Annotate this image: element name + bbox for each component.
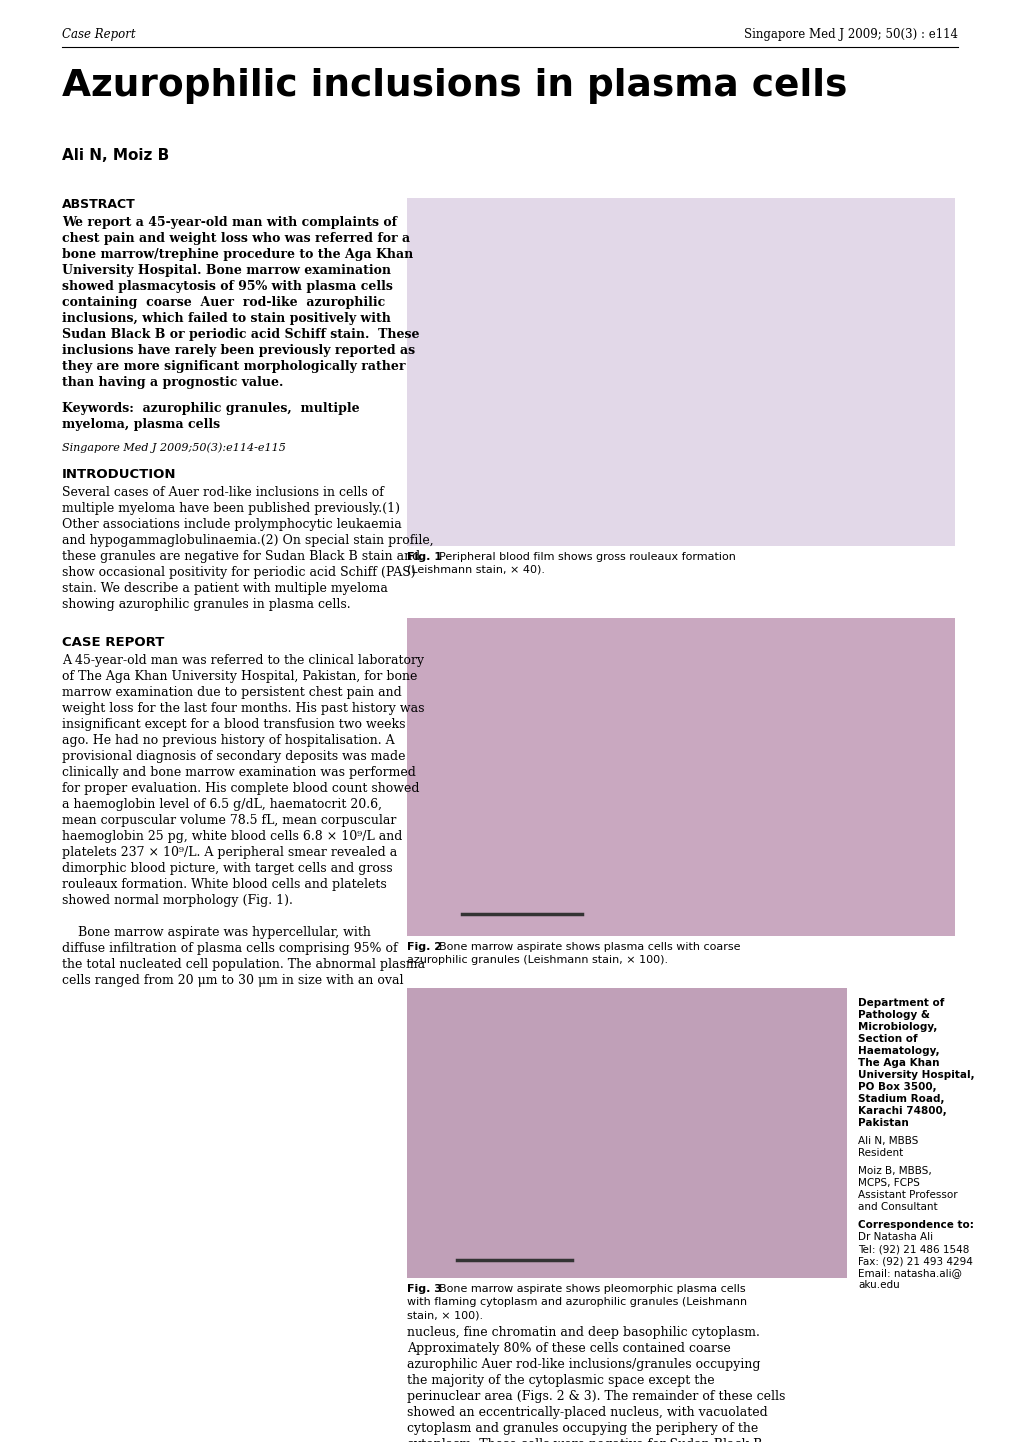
Text: (Leishmann stain, × 40).: (Leishmann stain, × 40). (407, 565, 544, 575)
Text: ago. He had no previous history of hospitalisation. A: ago. He had no previous history of hospi… (62, 734, 394, 747)
Text: Email: natasha.ali@: Email: natasha.ali@ (857, 1268, 961, 1278)
Text: Singapore Med J 2009;50(3):e114-e115: Singapore Med J 2009;50(3):e114-e115 (62, 443, 285, 453)
Text: bone marrow/trephine procedure to the Aga Khan: bone marrow/trephine procedure to the Ag… (62, 248, 413, 261)
Text: Bone marrow aspirate shows plasma cells with coarse: Bone marrow aspirate shows plasma cells … (438, 942, 740, 952)
Text: marrow examination due to persistent chest pain and: marrow examination due to persistent che… (62, 686, 401, 699)
Bar (407, 619, 954, 936)
Text: MCPS, FCPS: MCPS, FCPS (857, 1178, 919, 1188)
Text: for proper evaluation. His complete blood count showed: for proper evaluation. His complete bloo… (62, 782, 419, 795)
Text: haemoglobin 25 pg, white blood cells 6.8 × 10⁹/L and: haemoglobin 25 pg, white blood cells 6.8… (62, 831, 401, 844)
Bar (407, 988, 846, 1278)
Text: stain, × 100).: stain, × 100). (407, 1309, 483, 1319)
Text: weight loss for the last four months. His past history was: weight loss for the last four months. Hi… (62, 702, 424, 715)
Text: cells ranged from 20 μm to 30 μm in size with an oval: cells ranged from 20 μm to 30 μm in size… (62, 973, 404, 986)
Text: dimorphic blood picture, with target cells and gross: dimorphic blood picture, with target cel… (62, 862, 392, 875)
Text: We report a 45-year-old man with complaints of: We report a 45-year-old man with complai… (62, 216, 396, 229)
Text: Case Report: Case Report (62, 27, 136, 40)
Text: Moiz B, MBBS,: Moiz B, MBBS, (857, 1167, 930, 1177)
Text: mean corpuscular volume 78.5 fL, mean corpuscular: mean corpuscular volume 78.5 fL, mean co… (62, 813, 396, 828)
Text: Fig. 3: Fig. 3 (407, 1283, 445, 1293)
Text: Stadium Road,: Stadium Road, (857, 1094, 944, 1105)
Text: Ali N, Moiz B: Ali N, Moiz B (62, 149, 169, 163)
Text: and hypogammaglobulinaemia.(2) On special stain profile,: and hypogammaglobulinaemia.(2) On specia… (62, 534, 433, 547)
Text: perinuclear area (Figs. 2 & 3). The remainder of these cells: perinuclear area (Figs. 2 & 3). The rema… (407, 1390, 785, 1403)
Text: cytoplasm. These cells were negative for Sudan Black B: cytoplasm. These cells were negative for… (407, 1438, 761, 1442)
Text: Fax: (92) 21 493 4294: Fax: (92) 21 493 4294 (857, 1256, 972, 1266)
Text: inclusions have rarely been previously reported as: inclusions have rarely been previously r… (62, 345, 415, 358)
Text: Pakistan: Pakistan (857, 1118, 908, 1128)
Text: Dr Natasha Ali: Dr Natasha Ali (857, 1231, 932, 1242)
Text: Azurophilic inclusions in plasma cells: Azurophilic inclusions in plasma cells (62, 68, 847, 104)
Text: platelets 237 × 10⁹/L. A peripheral smear revealed a: platelets 237 × 10⁹/L. A peripheral smea… (62, 846, 396, 859)
Bar (407, 198, 954, 547)
Text: nucleus, fine chromatin and deep basophilic cytoplasm.: nucleus, fine chromatin and deep basophi… (407, 1327, 759, 1340)
Text: Approximately 80% of these cells contained coarse: Approximately 80% of these cells contain… (407, 1343, 730, 1355)
Text: Bone marrow aspirate shows pleomorphic plasma cells: Bone marrow aspirate shows pleomorphic p… (438, 1283, 745, 1293)
Text: the total nucleated cell population. The abnormal plasma: the total nucleated cell population. The… (62, 957, 425, 970)
Text: Pathology &: Pathology & (857, 1009, 929, 1019)
Text: A 45-year-old man was referred to the clinical laboratory: A 45-year-old man was referred to the cl… (62, 655, 424, 668)
Text: insignificant except for a blood transfusion two weeks: insignificant except for a blood transfu… (62, 718, 406, 731)
Text: Microbiology,: Microbiology, (857, 1022, 936, 1032)
Text: the majority of the cytoplasmic space except the: the majority of the cytoplasmic space ex… (407, 1374, 714, 1387)
Text: Several cases of Auer rod-like inclusions in cells of: Several cases of Auer rod-like inclusion… (62, 486, 383, 499)
Text: showing azurophilic granules in plasma cells.: showing azurophilic granules in plasma c… (62, 598, 351, 611)
Text: inclusions, which failed to stain positively with: inclusions, which failed to stain positi… (62, 311, 390, 324)
Text: Assistant Professor: Assistant Professor (857, 1190, 957, 1200)
Text: myeloma, plasma cells: myeloma, plasma cells (62, 418, 220, 431)
Text: with flaming cytoplasm and azurophilic granules (Leishmann: with flaming cytoplasm and azurophilic g… (407, 1296, 746, 1306)
Text: showed an eccentrically-placed nucleus, with vacuolated: showed an eccentrically-placed nucleus, … (407, 1406, 767, 1419)
Text: showed normal morphology (Fig. 1).: showed normal morphology (Fig. 1). (62, 894, 292, 907)
Text: Correspondence to:: Correspondence to: (857, 1220, 973, 1230)
Text: showed plasmacytosis of 95% with plasma cells: showed plasmacytosis of 95% with plasma … (62, 280, 392, 293)
Text: chest pain and weight loss who was referred for a: chest pain and weight loss who was refer… (62, 232, 410, 245)
Text: Karachi 74800,: Karachi 74800, (857, 1106, 946, 1116)
Text: a haemoglobin level of 6.5 g/dL, haematocrit 20.6,: a haemoglobin level of 6.5 g/dL, haemato… (62, 797, 382, 810)
Text: The Aga Khan: The Aga Khan (857, 1058, 938, 1069)
Text: containing  coarse  Auer  rod-like  azurophilic: containing coarse Auer rod-like azurophi… (62, 296, 385, 309)
Text: Fig. 2: Fig. 2 (407, 942, 445, 952)
Text: Resident: Resident (857, 1148, 903, 1158)
Text: ABSTRACT: ABSTRACT (62, 198, 136, 211)
Text: Bone marrow aspirate was hypercellular, with: Bone marrow aspirate was hypercellular, … (62, 926, 371, 939)
Text: show occasional positivity for periodic acid Schiff (PAS): show occasional positivity for periodic … (62, 567, 415, 580)
Text: Fig. 1: Fig. 1 (407, 552, 445, 562)
Text: CASE REPORT: CASE REPORT (62, 636, 164, 649)
Text: cytoplasm and granules occupying the periphery of the: cytoplasm and granules occupying the per… (407, 1422, 757, 1435)
Text: Other associations include prolymphocytic leukaemia: Other associations include prolymphocyti… (62, 518, 401, 531)
Text: diffuse infiltration of plasma cells comprising 95% of: diffuse infiltration of plasma cells com… (62, 942, 397, 955)
Text: clinically and bone marrow examination was performed: clinically and bone marrow examination w… (62, 766, 416, 779)
Text: Haematology,: Haematology, (857, 1045, 938, 1056)
Text: Sudan Black B or periodic acid Schiff stain.  These: Sudan Black B or periodic acid Schiff st… (62, 327, 419, 340)
Text: multiple myeloma have been published previously.(1): multiple myeloma have been published pre… (62, 502, 399, 515)
Text: azurophilic granules (Leishmann stain, × 100).: azurophilic granules (Leishmann stain, ×… (407, 955, 667, 965)
Text: than having a prognostic value.: than having a prognostic value. (62, 376, 283, 389)
Text: and Consultant: and Consultant (857, 1203, 936, 1211)
Text: Ali N, MBBS: Ali N, MBBS (857, 1136, 917, 1146)
Text: University Hospital. Bone marrow examination: University Hospital. Bone marrow examina… (62, 264, 390, 277)
Text: Keywords:  azurophilic granules,  multiple: Keywords: azurophilic granules, multiple (62, 402, 360, 415)
Text: INTRODUCTION: INTRODUCTION (62, 469, 176, 482)
Text: aku.edu: aku.edu (857, 1280, 899, 1291)
Text: stain. We describe a patient with multiple myeloma: stain. We describe a patient with multip… (62, 583, 387, 596)
Text: Department of: Department of (857, 998, 944, 1008)
Text: Tel: (92) 21 486 1548: Tel: (92) 21 486 1548 (857, 1244, 968, 1255)
Text: of The Aga Khan University Hospital, Pakistan, for bone: of The Aga Khan University Hospital, Pak… (62, 671, 417, 684)
Text: Singapore Med J 2009; 50(3) : e114: Singapore Med J 2009; 50(3) : e114 (743, 27, 957, 40)
Text: University Hospital,: University Hospital, (857, 1070, 974, 1080)
Text: these granules are negative for Sudan Black B stain and: these granules are negative for Sudan Bl… (62, 549, 420, 562)
Text: Section of: Section of (857, 1034, 917, 1044)
Text: provisional diagnosis of secondary deposits was made: provisional diagnosis of secondary depos… (62, 750, 406, 763)
Text: PO Box 3500,: PO Box 3500, (857, 1082, 935, 1092)
Text: rouleaux formation. White blood cells and platelets: rouleaux formation. White blood cells an… (62, 878, 386, 891)
Text: they are more significant morphologically rather: they are more significant morphologicall… (62, 360, 406, 373)
Text: Peripheral blood film shows gross rouleaux formation: Peripheral blood film shows gross roulea… (438, 552, 735, 562)
Text: azurophilic Auer rod-like inclusions/granules occupying: azurophilic Auer rod-like inclusions/gra… (407, 1358, 760, 1371)
